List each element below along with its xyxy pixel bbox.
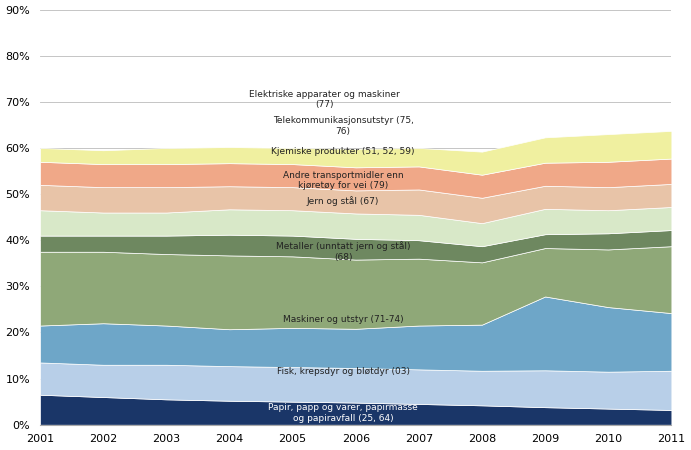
- Text: Papir, papp og varer, papirmasse
og papiravfall (25, 64): Papir, papp og varer, papirmasse og papi…: [268, 404, 418, 423]
- Text: Kjemiske produkter (51, 52, 59): Kjemiske produkter (51, 52, 59): [272, 147, 415, 156]
- Text: Fisk, krepsdyr og bløtdyr (03): Fisk, krepsdyr og bløtdyr (03): [276, 367, 410, 376]
- Text: Elektriske apparater og maskiner
(77): Elektriske apparater og maskiner (77): [249, 90, 399, 109]
- Text: Metaller (unntatt jern og stål)
(68): Metaller (unntatt jern og stål) (68): [276, 242, 410, 262]
- Text: Jern og stål (67): Jern og stål (67): [307, 196, 379, 206]
- Text: Maskiner og utstyr (71-74): Maskiner og utstyr (71-74): [283, 315, 404, 324]
- Text: Andre transportmidler enn
kjøretøy for vei (79): Andre transportmidler enn kjøretøy for v…: [283, 171, 404, 190]
- Text: Telekommunikasjonsutstyr (75,
76): Telekommunikasjonsutstyr (75, 76): [273, 116, 413, 135]
